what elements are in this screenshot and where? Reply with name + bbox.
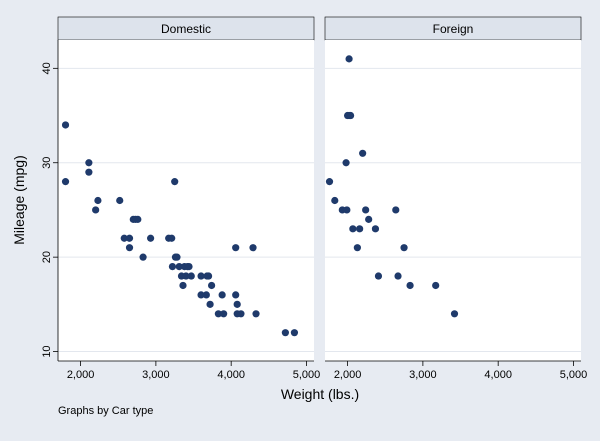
data-point — [214, 310, 222, 318]
plot-area — [325, 40, 581, 361]
data-point — [356, 225, 364, 233]
data-point — [365, 215, 373, 223]
data-point — [175, 262, 183, 271]
data-point — [432, 281, 440, 290]
panels-layer: Domestic 2,000 3,000 4,000 5,000 10 20 30 40 Fore… — [41, 16, 588, 381]
data-point — [353, 244, 361, 252]
data-point — [343, 206, 351, 214]
data-point — [359, 149, 367, 157]
data-point — [197, 272, 205, 280]
data-point — [61, 121, 70, 129]
data-point — [450, 310, 459, 318]
x-tick-label: 4,000 — [484, 369, 512, 381]
data-point — [85, 168, 93, 176]
data-point — [232, 244, 240, 252]
x-tick-label: 5,000 — [293, 369, 321, 381]
data-point — [187, 272, 195, 280]
data-point — [125, 234, 134, 242]
panel-0: Domestic 2,000 3,000 4,000 5,000 10 20 30 40 — [41, 16, 321, 381]
x-axis-label: Weight (lbs.) — [281, 386, 359, 402]
data-point — [252, 310, 260, 318]
data-point — [342, 159, 350, 167]
data-point — [179, 281, 187, 290]
data-point — [204, 272, 213, 280]
data-point — [362, 206, 370, 214]
data-point — [394, 272, 402, 280]
data-point — [249, 244, 257, 252]
data-point — [218, 291, 226, 299]
data-point — [290, 329, 299, 337]
x-tick-label: 4,000 — [217, 369, 245, 381]
data-point — [345, 55, 353, 63]
y-axis-label: Mileage (mpg) — [11, 155, 27, 244]
x-tick-label: 3,000 — [142, 369, 170, 381]
data-point — [185, 262, 193, 271]
data-point — [349, 225, 357, 233]
data-point — [116, 196, 124, 205]
data-point — [94, 196, 102, 205]
data-point — [400, 244, 408, 252]
data-point — [325, 178, 334, 186]
data-point — [202, 291, 210, 299]
y-tick-label: 40 — [41, 62, 53, 74]
data-point — [197, 291, 205, 299]
data-point — [171, 178, 179, 186]
data-point — [147, 234, 155, 242]
data-point — [168, 234, 176, 242]
y-tick-label: 20 — [41, 251, 53, 263]
data-point — [347, 111, 355, 120]
data-point — [220, 310, 228, 318]
y-tick-label: 30 — [41, 157, 53, 169]
data-point — [331, 196, 339, 205]
panel-1: Foreign 2,000 3,000 4,000 5,000 — [324, 16, 588, 381]
data-point — [281, 329, 289, 337]
data-point — [374, 272, 383, 280]
data-point — [406, 281, 414, 290]
data-point — [237, 310, 245, 318]
data-point — [173, 253, 181, 261]
x-tick-label: 2,000 — [67, 369, 95, 381]
data-point — [206, 300, 214, 308]
data-point — [125, 244, 134, 252]
data-point — [232, 291, 240, 299]
panel-title: Domestic — [161, 22, 211, 36]
data-point — [92, 206, 100, 214]
data-point — [134, 215, 142, 223]
x-tick-label: 3,000 — [409, 369, 437, 381]
data-point — [61, 178, 70, 186]
panel-title: Foreign — [433, 22, 474, 36]
graph-note: Graphs by Car type — [58, 405, 153, 417]
data-point — [139, 253, 147, 261]
x-tick-label: 5,000 — [560, 369, 588, 381]
data-point — [168, 262, 177, 271]
data-point — [120, 234, 128, 242]
data-point — [208, 281, 216, 290]
data-point — [233, 300, 241, 308]
data-point — [371, 225, 380, 233]
data-point — [182, 272, 190, 280]
x-tick-label: 2,000 — [334, 369, 362, 381]
data-point — [392, 206, 400, 214]
y-tick-label: 10 — [41, 345, 53, 357]
data-point — [85, 159, 93, 167]
